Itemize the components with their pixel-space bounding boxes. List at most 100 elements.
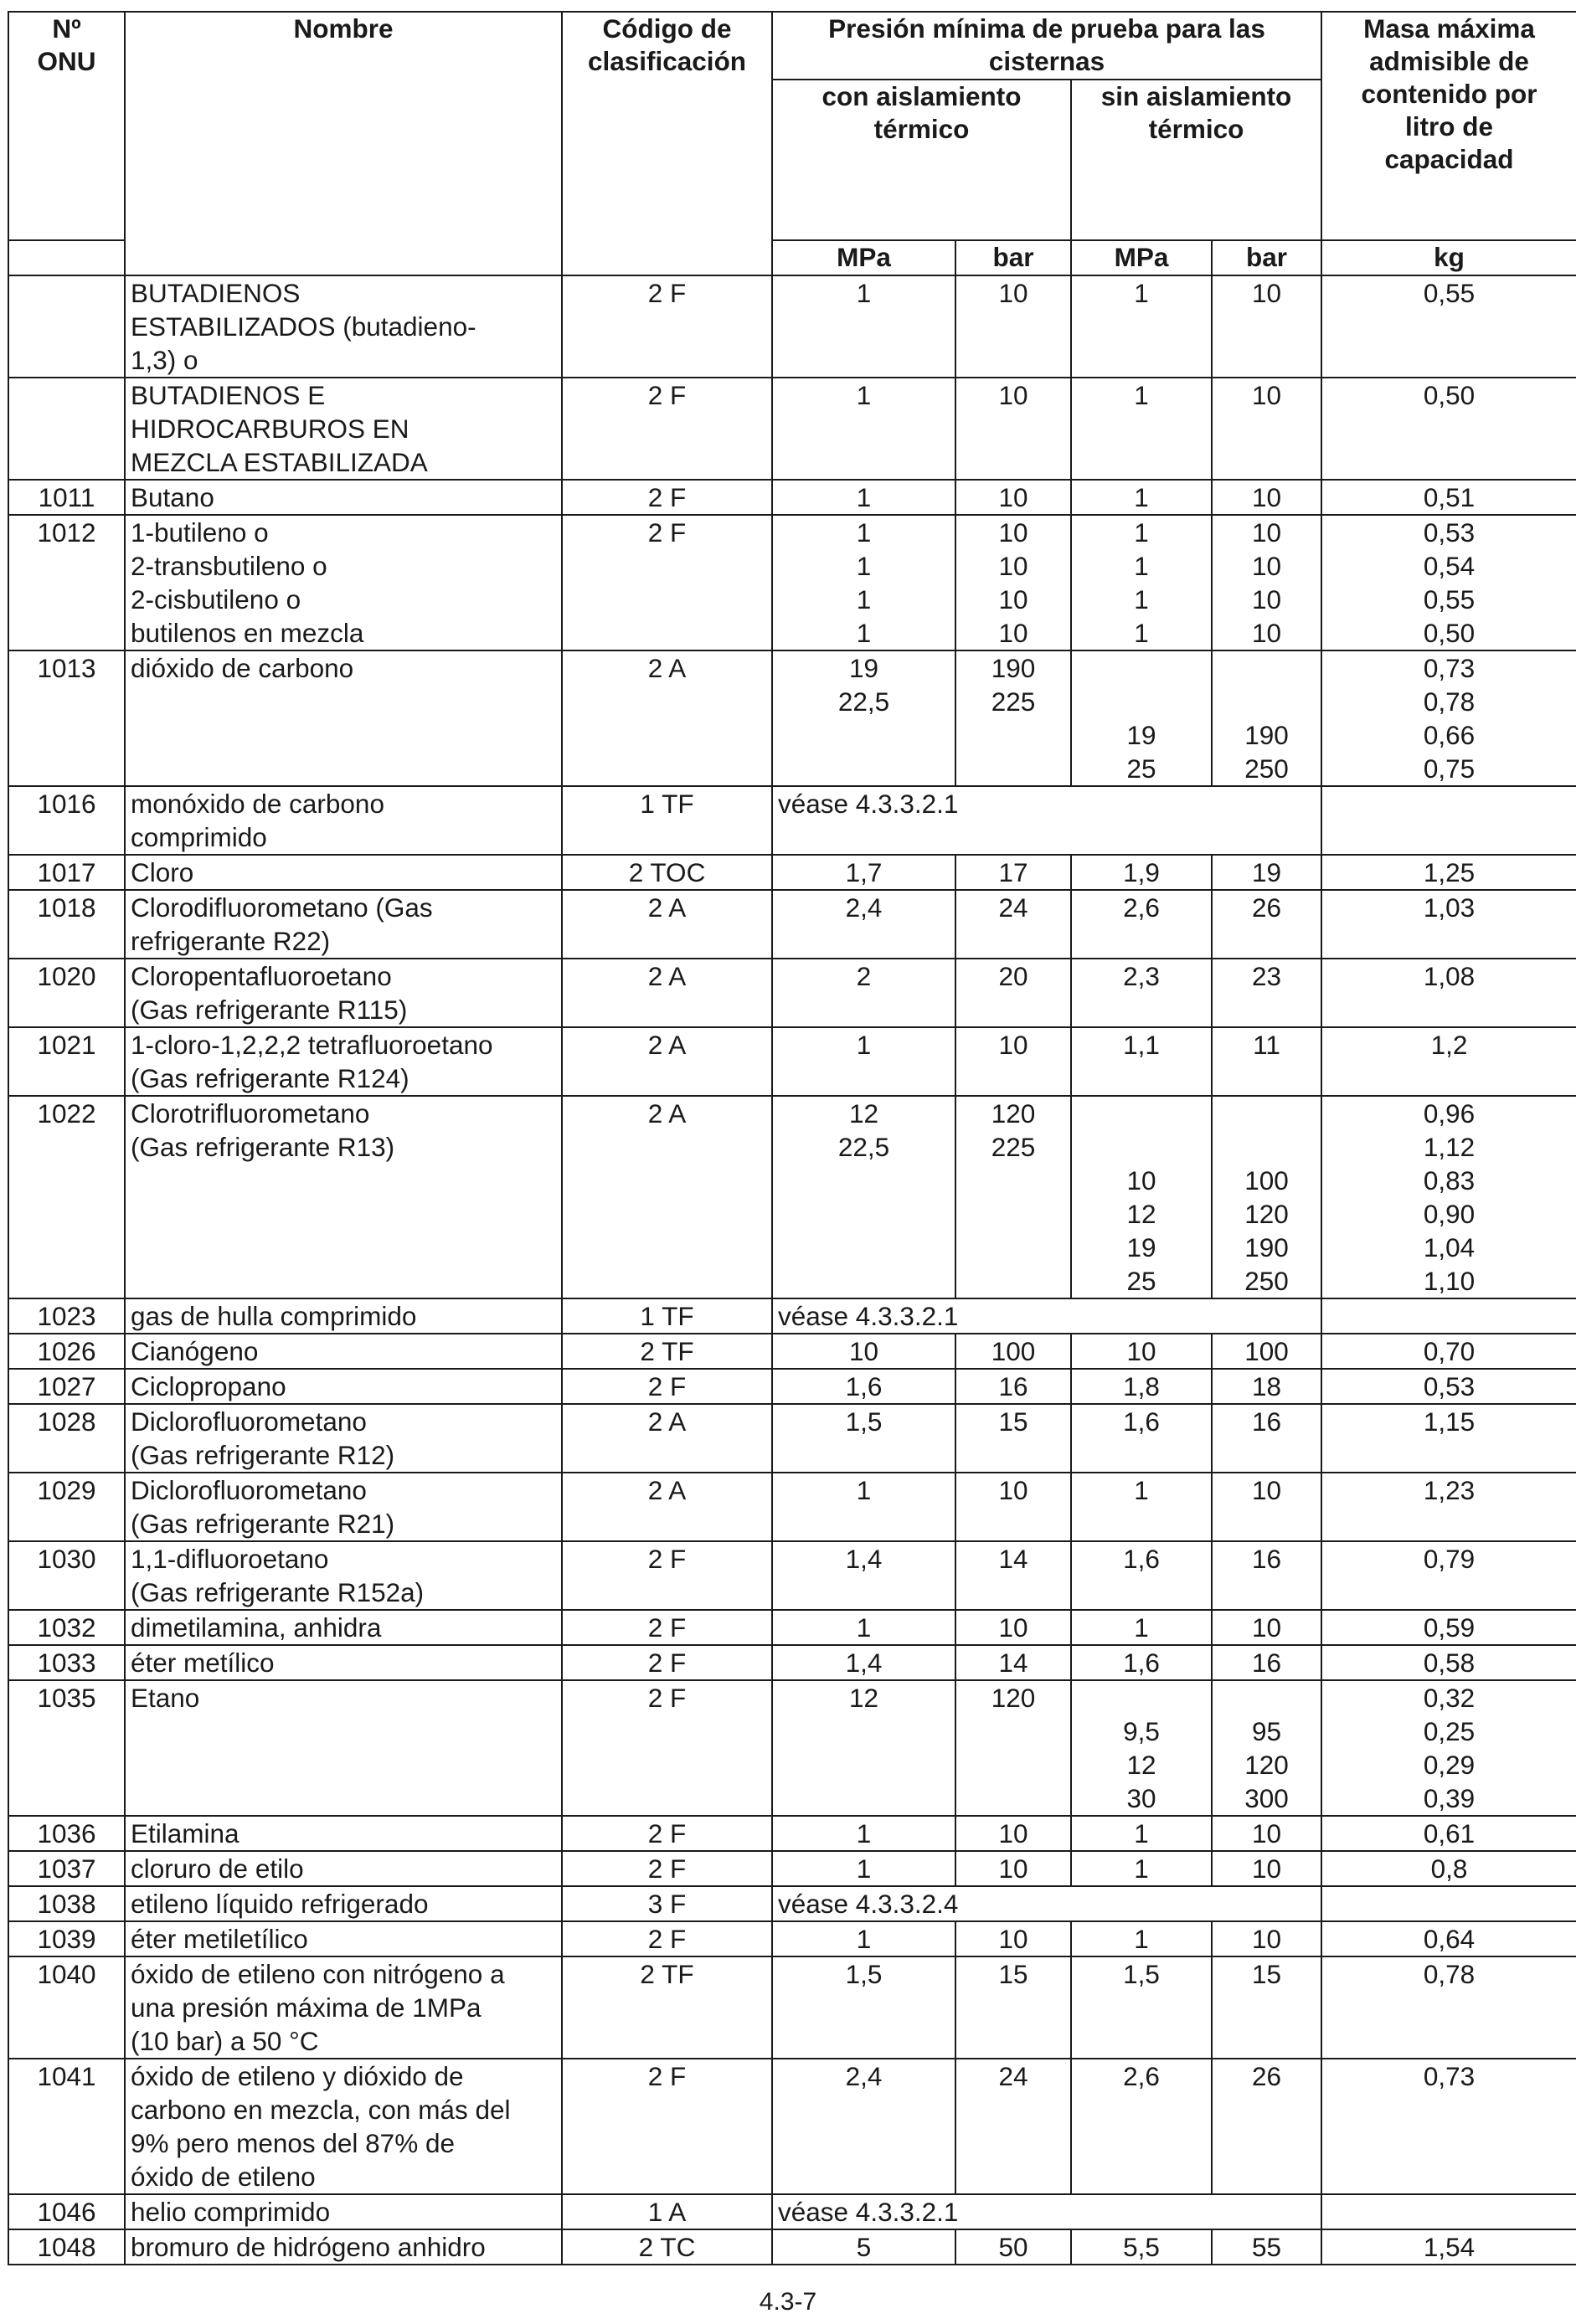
cell-bar-insulated-line: 10 [998, 618, 1028, 648]
cell-name: 1,1-difluoroetano (Gas refrigerante R152a… [124, 1540, 563, 1611]
cell-bar-insulated-line: 10 [998, 1475, 1028, 1505]
cell-mpa-insulated-line: 5 [856, 2232, 872, 2262]
cell-name: BUTADIENOS E HIDROCARBUROS EN MEZCLA ESTAB… [124, 377, 563, 481]
cell-un-number: 1032 [8, 1609, 126, 1646]
cell-bar-insulated-line: 10 [998, 551, 1028, 581]
cell-bar-uninsulated-line: 18 [1251, 1371, 1282, 1401]
cell-bar-uninsulated-line: 26 [1251, 892, 1282, 923]
cell-mpa-insulated-line: 1 [856, 1854, 872, 1884]
cell-name: Diclorofluorometano (Gas refrigerante R12… [124, 1403, 563, 1473]
cell-mpa-uninsulated-line: 12 [1126, 1199, 1156, 1229]
cell-bar-insulated: 10 [955, 1850, 1072, 1887]
cell-name-line: 1-butileno o [131, 517, 269, 548]
cell-max-mass: 1,15 [1321, 1403, 1576, 1473]
cell-max-mass [1321, 2193, 1576, 2230]
cell-mpa-insulated: 1 [771, 275, 956, 378]
cell-un-number: 1030 [8, 1540, 126, 1611]
cell-bar-uninsulated-line: 120 [1244, 1199, 1289, 1229]
cell-bar-uninsulated: 18 [1210, 1368, 1323, 1405]
cell-classification-code: 2 F [561, 2058, 773, 2195]
header-un-blank [8, 239, 126, 276]
cell-bar-uninsulated: 55 [1210, 2229, 1323, 2265]
table-row: 1023 gas de hulla comprimido 1 TF véase 4.3… [8, 1298, 1576, 1334]
unit-mpa-insulated: MPa [771, 239, 956, 276]
cell-classification-code: 2 TF [561, 1333, 773, 1370]
cell-mpa-uninsulated-line: ​ [1077, 685, 1206, 718]
cell-name-line: 2-cisbutileno o [131, 584, 301, 614]
cell-name-line: (Gas refrigerante R152a) [131, 1577, 425, 1607]
cell-max-mass-line: 0,51 [1423, 482, 1476, 512]
cell-name-line: (10 bar) a 50 °C [131, 2026, 319, 2056]
cell-mpa-uninsulated: 1,5 [1070, 1956, 1213, 2059]
cell-classification-code: 2 F [561, 1920, 773, 1957]
table-row: 1033 éter metílico 2 F 1,4 14 1,6 16 0,58 [8, 1644, 1576, 1681]
cell-mpa-insulated: 1,5 [771, 1956, 956, 2059]
cell-name-line: (Gas refrigerante R124) [131, 1063, 409, 1093]
cell-mpa-insulated: 10 [771, 1333, 956, 1370]
cell-name: Cianógeno [124, 1333, 563, 1370]
cell-mpa-uninsulated: 1 [1070, 1920, 1213, 1957]
cell-name-line: HIDROCARBUROS EN [131, 414, 409, 444]
cell-mpa-insulated-line: 1 [856, 1030, 872, 1060]
cell-bar-insulated: 14 [955, 1540, 1072, 1611]
cell-bar-uninsulated: 10 10 10 10 [1210, 514, 1323, 651]
unit-kg: kg [1321, 239, 1576, 276]
cell-bar-uninsulated: 16 [1210, 1644, 1323, 1681]
cell-mpa-insulated: 5 [771, 2229, 956, 2265]
cell-mpa-insulated-line: ​ [778, 1164, 950, 1197]
cell-mpa-uninsulated-line: 1 [1134, 1818, 1149, 1848]
cell-classification-code: 2 F [561, 514, 773, 651]
cell-classification-code: 2 F [561, 1368, 773, 1405]
cell-mpa-uninsulated-line: 1 [1134, 482, 1149, 512]
cell-bar-insulated-line: 10 [998, 1924, 1028, 1954]
cell-mpa-insulated-line: 22,5 [837, 686, 890, 717]
cell-mpa-uninsulated-line: 1 [1134, 1612, 1149, 1643]
cell-bar-uninsulated: 15 [1210, 1956, 1323, 2059]
table-row: 1039 éter metiletílico 2 F 1 10 1 10 0,64 [8, 1920, 1576, 1957]
cell-name-line: monóxido de carbono [131, 789, 384, 819]
cell-reference: véase 4.3.3.2.1 [770, 785, 1323, 856]
cell-bar-uninsulated-line: ​ [1218, 652, 1316, 685]
cell-bar-uninsulated: 26 [1210, 2058, 1323, 2195]
cell-bar-insulated-line: 10 [998, 278, 1028, 308]
cell-bar-uninsulated-line: 19 [1251, 857, 1282, 887]
cell-bar-insulated-line: ​ [961, 752, 1065, 784]
cell-name-line: éter metílico [131, 1648, 275, 1678]
cell-name-line: BUTADIENOS [131, 278, 301, 308]
cell-name: dimetilamina, anhidra [124, 1609, 563, 1646]
cell-name-line: Cianógeno [131, 1336, 259, 1366]
cell-reference: véase 4.3.3.2.1 [770, 1298, 1323, 1334]
cell-classification-code: 2 F [561, 479, 773, 516]
cell-bar-uninsulated-line: ​ [1218, 1098, 1316, 1130]
cell-un-number: 1027 [8, 1368, 126, 1405]
cell-un-number: 1020 [8, 958, 126, 1028]
cell-mpa-uninsulated-line: ​ [1077, 1682, 1206, 1715]
cell-mpa-insulated-line: 2,4 [845, 2061, 883, 2091]
cell-classification-code: 2 TC [561, 2229, 773, 2265]
cell-mpa-insulated-line: 1 [856, 278, 872, 308]
cell-name-line: carbono en mezcla, con más del [131, 2095, 511, 2125]
cell-mpa-insulated-line: 12 [848, 1683, 879, 1713]
cell-name-line: óxido de etileno y dióxido de [131, 2061, 464, 2091]
cell-max-mass: 0,79 [1321, 1540, 1576, 1611]
cell-mpa-insulated-line: 1,4 [845, 1544, 883, 1574]
cell-bar-uninsulated-line: 55 [1251, 2232, 1282, 2262]
cell-mpa-insulated: 1,4 [771, 1540, 956, 1611]
cell-un-number: 1026 [8, 1333, 126, 1370]
cell-bar-insulated-line: 10 [998, 1818, 1028, 1848]
cell-un-number: 1041 [8, 2058, 126, 2195]
header-insulated: con aislamiento térmico [771, 79, 1072, 241]
cell-mpa-insulated-line: 10 [848, 1336, 879, 1366]
cell-un-number: 1022 [8, 1095, 126, 1299]
unit-bar-uninsulated: bar [1210, 239, 1323, 276]
cell-mpa-uninsulated: 1 [1070, 1609, 1213, 1646]
cell-max-mass-line: 0,32 [1423, 1683, 1476, 1713]
cell-mpa-uninsulated-line: ​ [1077, 652, 1206, 685]
cell-bar-uninsulated: 11 [1210, 1026, 1323, 1097]
cell-name: Ciclopropano [124, 1368, 563, 1405]
cell-bar-insulated-line: 225 [991, 1132, 1036, 1162]
cell-bar-uninsulated-line: 190 [1244, 1232, 1289, 1262]
